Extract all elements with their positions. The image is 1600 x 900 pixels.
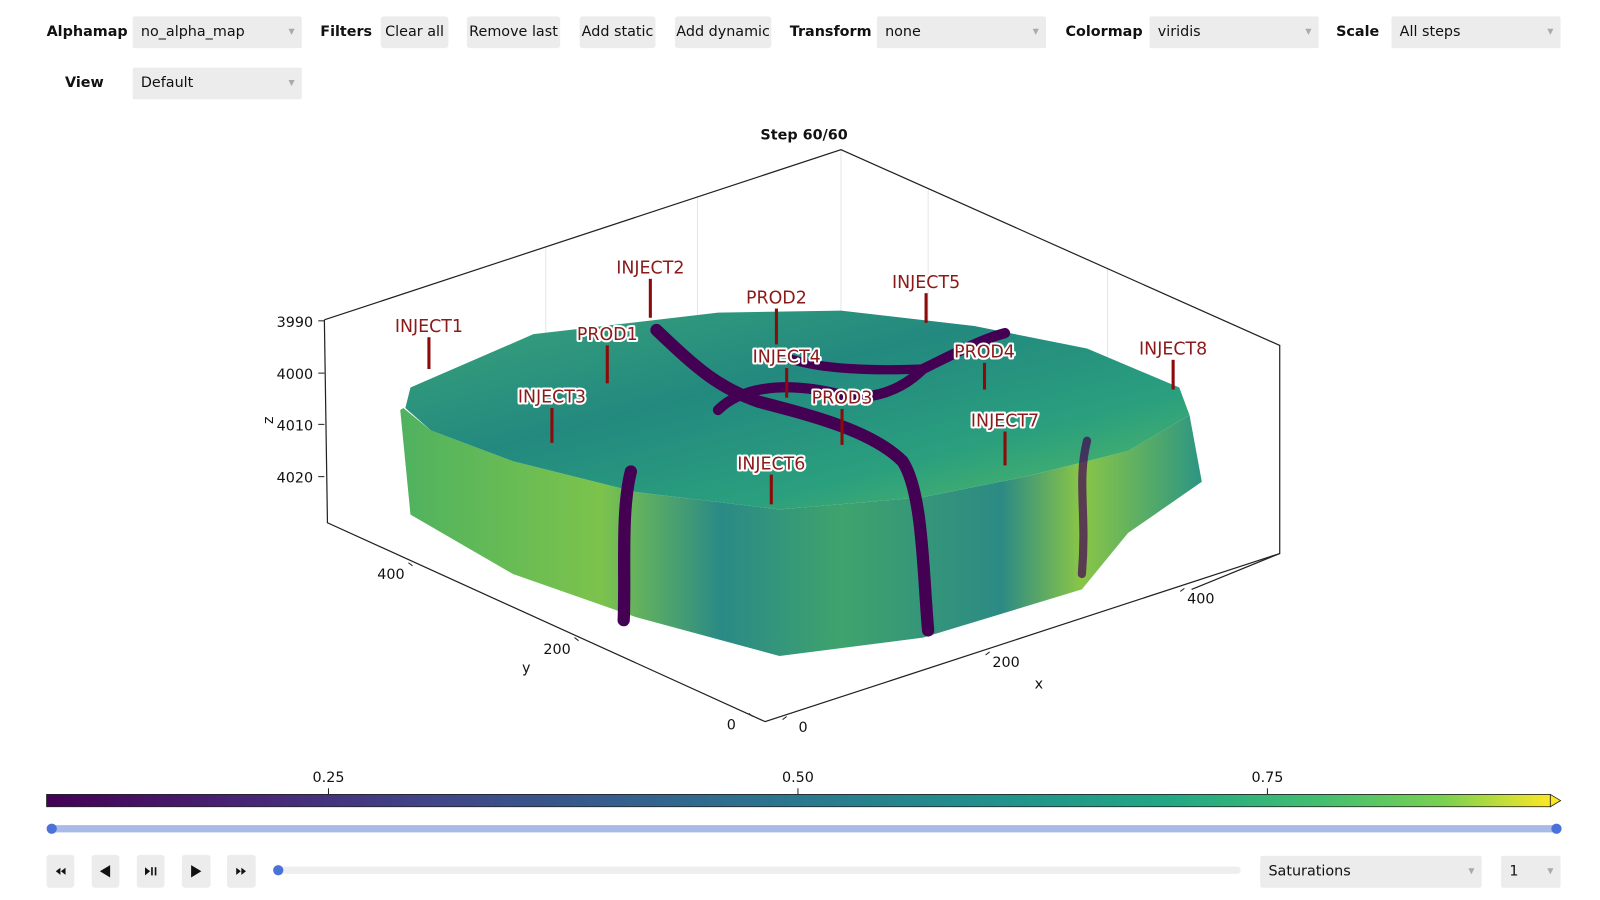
icon — [99, 865, 111, 878]
z-tick-label: 4010 — [277, 418, 314, 434]
x-axis-label: x — [1035, 677, 1044, 693]
label: Scale — [1336, 24, 1379, 40]
x-tick — [1179, 587, 1185, 592]
view-dropdown-value: Default — [141, 75, 194, 91]
dropdown-arrow — [1547, 868, 1554, 875]
y-tick-label: 200 — [543, 642, 570, 658]
y-axis-label: y — [522, 660, 531, 676]
button[interactable] — [466, 16, 561, 49]
well-label: PROD3 — [812, 389, 873, 409]
well-label: PROD2 — [746, 288, 807, 308]
x-tick — [782, 716, 787, 720]
label: Colormap — [1065, 24, 1142, 40]
play-pause-button[interactable] — [136, 854, 165, 888]
dropdown-arrow — [1468, 868, 1475, 875]
label: Filters — [320, 24, 372, 40]
playback — [46, 854, 1241, 888]
dropdown-arrow — [288, 79, 295, 87]
well-label: PROD4 — [954, 343, 1015, 363]
icon — [151, 867, 153, 876]
reservoir-side — [400, 407, 1202, 657]
range-slider-knob[interactable] — [46, 823, 57, 834]
y-tick-label: 400 — [377, 567, 404, 583]
dropdown-arrow — [288, 28, 295, 35]
transform-dropdown[interactable] — [876, 16, 1047, 49]
well-label: INJECT1 — [395, 317, 463, 337]
plot-title: Step 60/60 — [760, 127, 847, 143]
label: Transform — [790, 24, 872, 40]
colorbar-extension — [1549, 793, 1562, 808]
dropdown-arrow — [1547, 28, 1554, 35]
range-slider-knob[interactable] — [1551, 823, 1562, 834]
icon — [241, 867, 246, 875]
well-label: INJECT5 — [892, 273, 960, 293]
well-label: INJECT2 — [616, 259, 684, 279]
button[interactable] — [579, 16, 656, 49]
colorbar-tick-label: 0.25 — [313, 770, 345, 786]
x-tick-label: 400 — [1187, 592, 1214, 608]
well-label: INJECT8 — [1139, 340, 1207, 360]
y-tick — [574, 637, 579, 642]
x-tick — [985, 651, 990, 656]
button-label: Add static — [582, 24, 654, 40]
x-tick-label: 0 — [799, 720, 808, 736]
step-dropdown-value: 1 — [1509, 863, 1518, 879]
scene — [323, 148, 1281, 723]
well-label: INJECT6 — [737, 454, 805, 474]
time-slider-knob[interactable] — [273, 865, 284, 876]
button-label: Remove last — [469, 24, 558, 40]
dropdown-arrow — [1305, 28, 1312, 35]
y-tick-label: 0 — [727, 718, 736, 734]
scale-dropdown[interactable] — [1391, 16, 1561, 49]
channels — [617, 323, 1092, 637]
icon — [55, 867, 61, 875]
well-label: INJECT4 — [753, 348, 821, 368]
dropdown-arrow — [1032, 28, 1039, 35]
colorbar-tick-label: 0.75 — [1251, 770, 1283, 786]
icon — [154, 867, 157, 876]
field-dropdown-value: Saturations — [1268, 863, 1350, 879]
z-tick-label: 4000 — [277, 367, 314, 383]
colorbar — [46, 794, 1551, 808]
icon — [60, 867, 66, 875]
x-tick-label: 200 — [992, 655, 1019, 671]
alphamap-dropdown[interactable] — [132, 16, 302, 49]
axis-line — [1191, 552, 1280, 590]
scale-dropdown-value: All steps — [1400, 24, 1461, 40]
well-label: INJECT3 — [518, 388, 586, 408]
y-tick — [748, 713, 754, 717]
z-tick-label: 4020 — [277, 471, 314, 487]
y-tick — [408, 562, 413, 567]
label: Alphamap — [47, 24, 128, 40]
colormap-dropdown-value: viridis — [1158, 24, 1201, 40]
button[interactable] — [380, 16, 449, 49]
button[interactable] — [674, 16, 772, 49]
z-tick-label: 3990 — [277, 315, 314, 331]
icon — [191, 865, 202, 878]
well-label: INJECT7 — [971, 411, 1039, 431]
icon — [236, 867, 241, 875]
range-slider-track[interactable] — [51, 825, 1557, 833]
field-dropdown[interactable] — [1260, 855, 1482, 888]
label: View — [65, 75, 104, 91]
view-dropdown[interactable] — [132, 67, 302, 100]
colormap-dropdown[interactable] — [1149, 16, 1319, 49]
z-axis-label: z — [261, 417, 277, 425]
step-dropdown[interactable] — [1501, 855, 1561, 888]
button-label: Add dynamic — [676, 24, 770, 40]
icon — [144, 867, 151, 876]
alphamap-dropdown-value: no_alpha_map — [141, 24, 245, 40]
transform-dropdown-value: none — [885, 24, 921, 40]
well-label: PROD1 — [577, 325, 638, 345]
button-label: Clear all — [385, 24, 444, 40]
colorbar-tick-label: 0.50 — [782, 770, 814, 786]
time-slider-track[interactable] — [277, 866, 1241, 874]
